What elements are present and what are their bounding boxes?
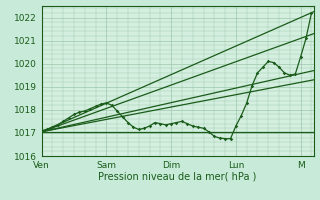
X-axis label: Pression niveau de la mer( hPa ): Pression niveau de la mer( hPa ) xyxy=(99,171,257,181)
